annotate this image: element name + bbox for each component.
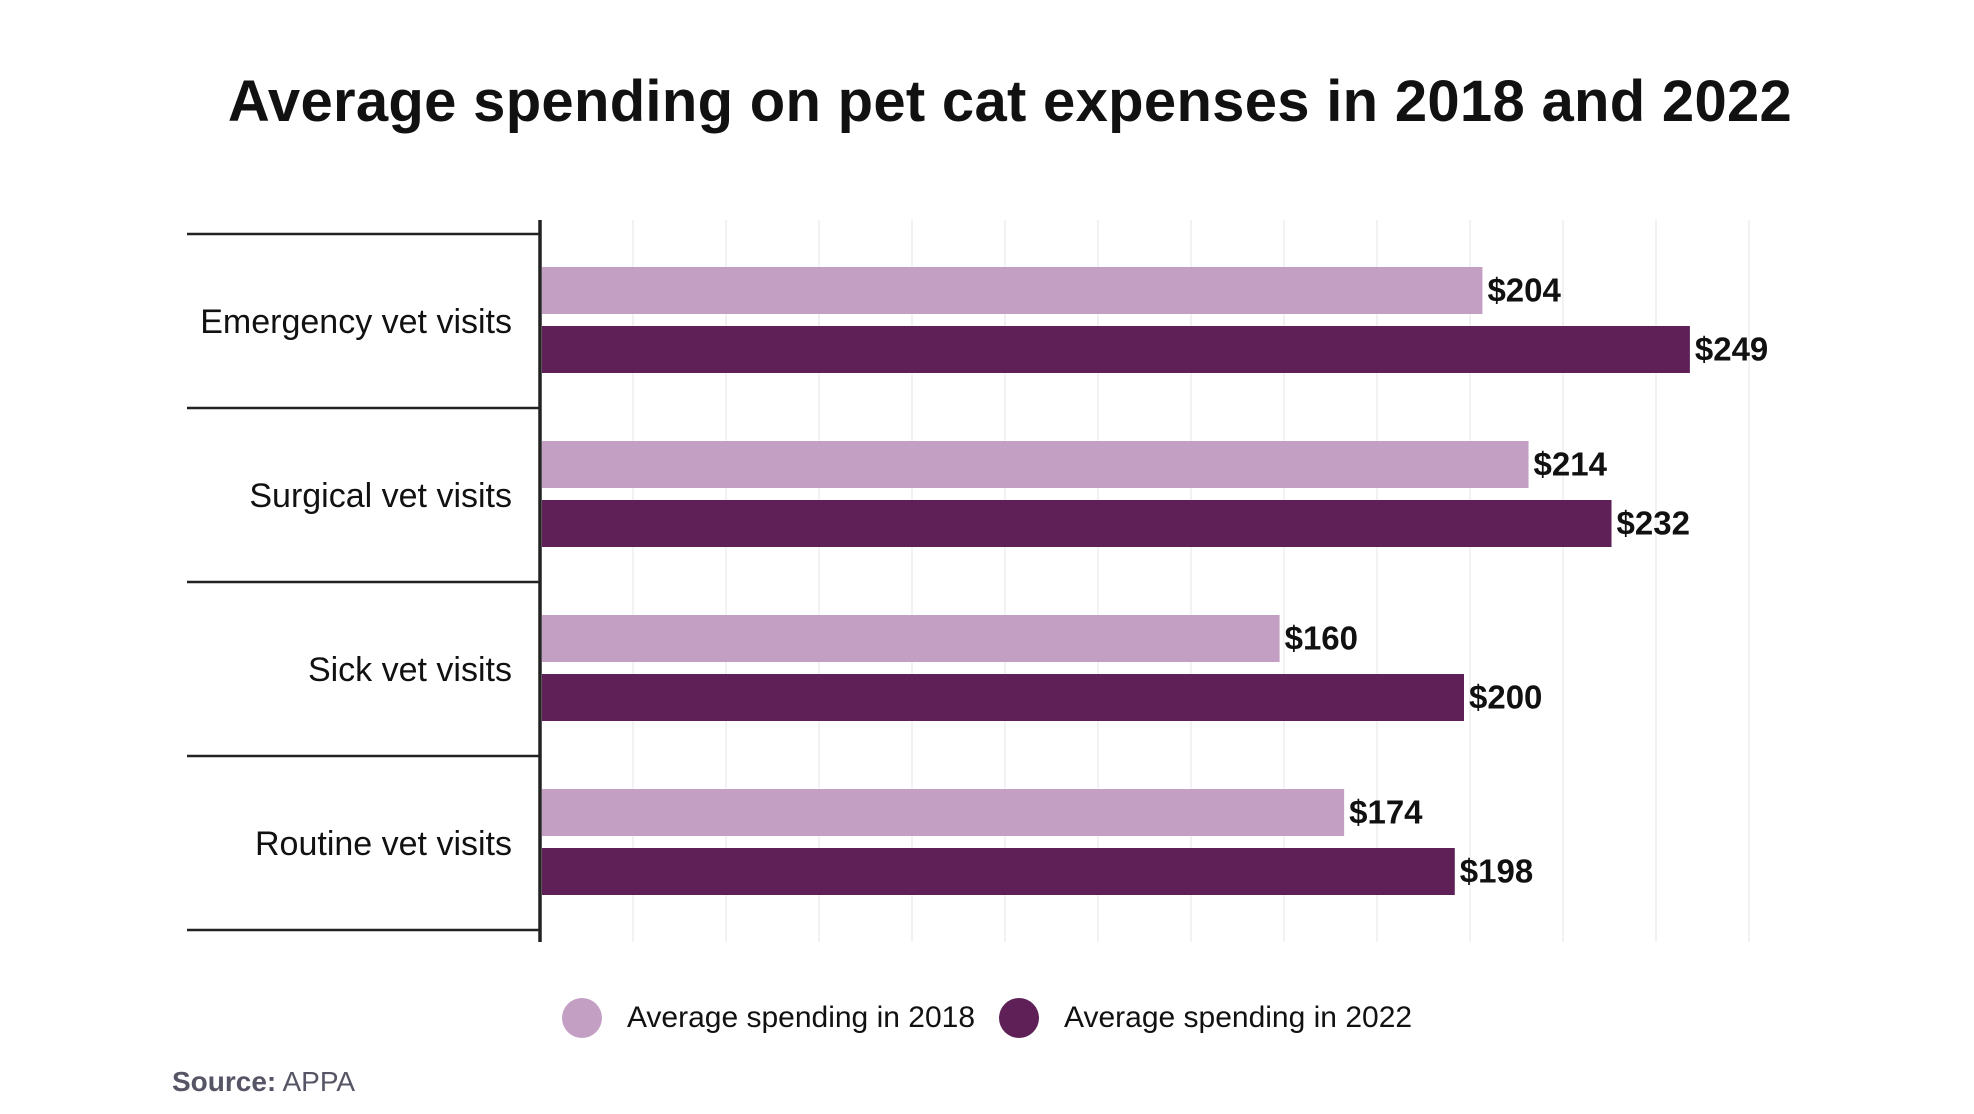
category-label: Routine vet visits xyxy=(255,825,512,863)
category-label: Surgical vet visits xyxy=(249,477,512,515)
legend: Average spending in 2018 Average spendin… xyxy=(0,998,1974,1038)
bar-2022 xyxy=(542,326,1690,373)
bar-2018 xyxy=(542,267,1483,314)
value-label: $204 xyxy=(1487,272,1561,309)
value-label: $249 xyxy=(1695,331,1768,368)
bar-2022 xyxy=(542,848,1455,895)
value-label: $160 xyxy=(1285,620,1358,657)
source-label: Source: xyxy=(172,1066,277,1097)
bar-2022 xyxy=(542,674,1464,721)
bar-chart: Emergency vet visits $204 $249 Surgical vet… xyxy=(187,220,1768,942)
source-note: Source: APPA xyxy=(172,1066,355,1098)
legend-label-2018: Average spending in 2018 xyxy=(626,1001,975,1034)
value-label: $200 xyxy=(1469,679,1542,716)
bars xyxy=(542,267,1690,895)
category-separators xyxy=(187,232,540,932)
labels: Emergency vet visits $204 $249 Surgical vet… xyxy=(200,272,1768,890)
legend-label-2022: Average spending in 2022 xyxy=(1064,1001,1413,1034)
source-value: APPA xyxy=(282,1066,356,1097)
value-label: $174 xyxy=(1349,794,1423,831)
legend-item-2022: Average spending in 2022 xyxy=(999,998,1412,1038)
value-label: $232 xyxy=(1617,505,1690,542)
bar-2018 xyxy=(542,615,1280,662)
legend-swatch-2018 xyxy=(561,998,602,1038)
category-label: Sick vet visits xyxy=(308,651,512,689)
legend-item-2018: Average spending in 2018 xyxy=(561,998,975,1038)
value-label: $198 xyxy=(1460,853,1533,890)
bar-2018 xyxy=(542,789,1345,836)
value-label: $214 xyxy=(1534,446,1608,483)
chart-title: Average spending on pet cat expenses in … xyxy=(227,69,1793,134)
bar-2018 xyxy=(542,441,1529,488)
category-label: Emergency vet visits xyxy=(200,303,512,341)
bar-2022 xyxy=(542,500,1612,547)
legend-swatch-2022 xyxy=(999,998,1039,1038)
